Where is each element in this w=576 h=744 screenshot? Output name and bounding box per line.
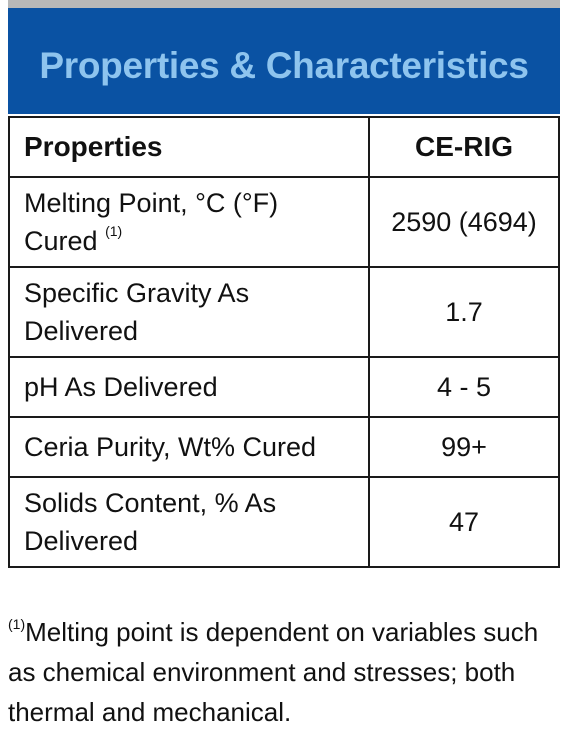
property-cell: Melting Point, °C (°F) Cured (1) [8,176,370,268]
column-header-product: CE-RIG [368,116,560,178]
top-strip [8,0,560,8]
table-row: Ceria Purity, Wt% Cured 99+ [8,416,560,478]
table-row: Melting Point, °C (°F) Cured (1) 2590 (4… [8,176,560,268]
property-cell: Solids Content, % As Delivered [8,476,370,568]
property-cell: pH As Delivered [8,356,370,418]
table-row: Specific Gravity As Delivered 1.7 [8,266,560,358]
property-cell: Specific Gravity As Delivered [8,266,370,358]
value-cell: 4 - 5 [368,356,560,418]
footnote-reference: (1) [105,223,123,239]
table-row: pH As Delivered 4 - 5 [8,356,560,418]
property-cell: Ceria Purity, Wt% Cured [8,416,370,478]
footnote: (1)Melting point is dependent on variabl… [8,612,568,732]
footnote-marker: (1) [8,616,26,632]
property-label: Melting Point, °C (°F) Cured [24,188,279,256]
header-banner: Properties & Characteristics [8,8,560,114]
table-header-row: Properties CE-RIG [8,116,560,178]
value-cell: 99+ [368,416,560,478]
value-cell: 1.7 [368,266,560,358]
footnote-text: Melting point is dependent on variables … [8,617,539,727]
value-cell: 2590 (4694) [368,176,560,268]
column-header-properties: Properties [8,116,370,178]
page-title: Properties & Characteristics [39,45,529,86]
value-cell: 47 [368,476,560,568]
table-row: Solids Content, % As Delivered 47 [8,476,560,568]
properties-table: Properties CE-RIG Melting Point, °C (°F)… [8,116,560,568]
